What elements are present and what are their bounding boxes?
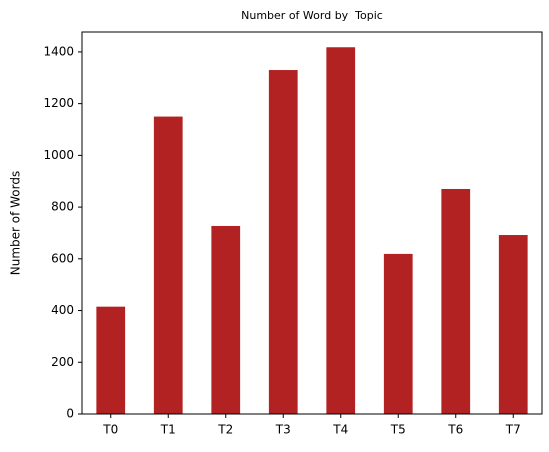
bar [96,306,126,414]
bar [211,225,241,414]
y-axis-label: Number of Words [9,171,23,276]
x-tick-label: T0 [102,423,118,437]
bar [498,235,528,414]
y-tick-label: 400 [51,303,74,317]
bar [268,70,298,415]
x-tick-label: T3 [275,423,291,437]
x-tick-label: T5 [390,423,406,437]
y-tick-label: 1400 [43,44,74,58]
bar [153,116,183,414]
y-tick-label: 0 [66,407,74,421]
plot-frame [81,31,543,415]
y-tick-label: 600 [51,251,74,265]
x-tick-label: T4 [332,423,348,437]
bar [326,47,356,414]
y-tick-label: 200 [51,355,74,369]
bar [441,188,471,414]
x-tick-label: T6 [447,423,463,437]
x-tick-label: T1 [160,423,176,437]
y-tick-label: 800 [51,200,74,214]
y-tick-label: 1000 [43,148,74,162]
x-tick-label: T7 [505,423,521,437]
bar [383,253,413,414]
y-tick-label: 1200 [43,96,74,110]
chart-title: Number of Word by Topic [241,9,383,22]
x-tick-label: T2 [217,423,233,437]
